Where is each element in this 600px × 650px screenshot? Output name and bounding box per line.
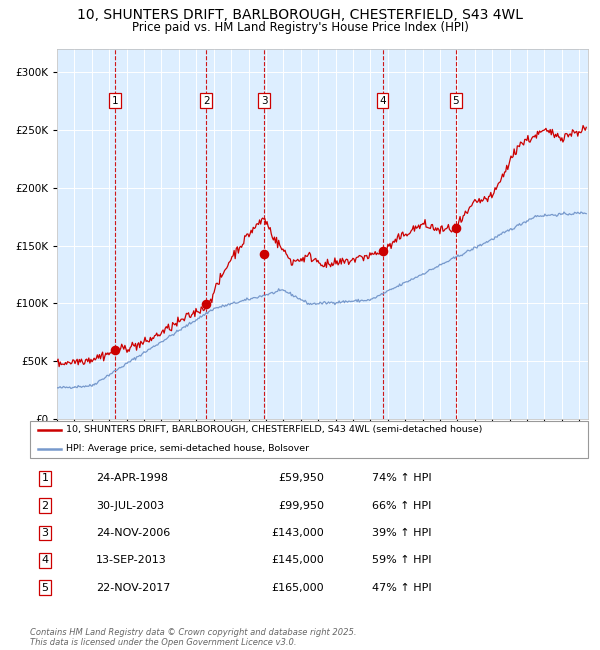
Text: 30-JUL-2003: 30-JUL-2003	[96, 500, 164, 511]
Text: 74% ↑ HPI: 74% ↑ HPI	[372, 473, 431, 484]
Text: £165,000: £165,000	[271, 582, 324, 593]
Text: 24-NOV-2006: 24-NOV-2006	[96, 528, 170, 538]
Text: 39% ↑ HPI: 39% ↑ HPI	[372, 528, 431, 538]
Text: 13-SEP-2013: 13-SEP-2013	[96, 555, 167, 566]
Text: 1: 1	[41, 473, 49, 484]
Text: 10, SHUNTERS DRIFT, BARLBOROUGH, CHESTERFIELD, S43 4WL: 10, SHUNTERS DRIFT, BARLBOROUGH, CHESTER…	[77, 8, 523, 22]
Text: £145,000: £145,000	[271, 555, 324, 566]
Text: £59,950: £59,950	[278, 473, 324, 484]
Text: 59% ↑ HPI: 59% ↑ HPI	[372, 555, 431, 566]
Text: Price paid vs. HM Land Registry's House Price Index (HPI): Price paid vs. HM Land Registry's House …	[131, 21, 469, 34]
Text: £99,950: £99,950	[278, 500, 324, 511]
Text: 5: 5	[452, 96, 459, 106]
Text: 2: 2	[41, 500, 49, 511]
Text: 4: 4	[41, 555, 49, 566]
Text: 5: 5	[41, 582, 49, 593]
Text: 66% ↑ HPI: 66% ↑ HPI	[372, 500, 431, 511]
Text: 1: 1	[112, 96, 118, 106]
Text: 3: 3	[41, 528, 49, 538]
Text: 47% ↑ HPI: 47% ↑ HPI	[372, 582, 431, 593]
Text: 22-NOV-2017: 22-NOV-2017	[96, 582, 170, 593]
Text: £143,000: £143,000	[271, 528, 324, 538]
Text: 10, SHUNTERS DRIFT, BARLBOROUGH, CHESTERFIELD, S43 4WL (semi-detached house): 10, SHUNTERS DRIFT, BARLBOROUGH, CHESTER…	[66, 426, 482, 434]
Point	[451, 223, 460, 233]
Text: Contains HM Land Registry data © Crown copyright and database right 2025.
This d: Contains HM Land Registry data © Crown c…	[30, 628, 356, 647]
Point	[202, 298, 211, 309]
Text: 3: 3	[261, 96, 268, 106]
Point	[259, 248, 269, 259]
Point	[378, 246, 388, 257]
Text: 2: 2	[203, 96, 209, 106]
Text: HPI: Average price, semi-detached house, Bolsover: HPI: Average price, semi-detached house,…	[66, 445, 310, 453]
FancyBboxPatch shape	[30, 421, 588, 458]
Text: 4: 4	[379, 96, 386, 106]
Text: 24-APR-1998: 24-APR-1998	[96, 473, 168, 484]
Point	[110, 344, 119, 355]
